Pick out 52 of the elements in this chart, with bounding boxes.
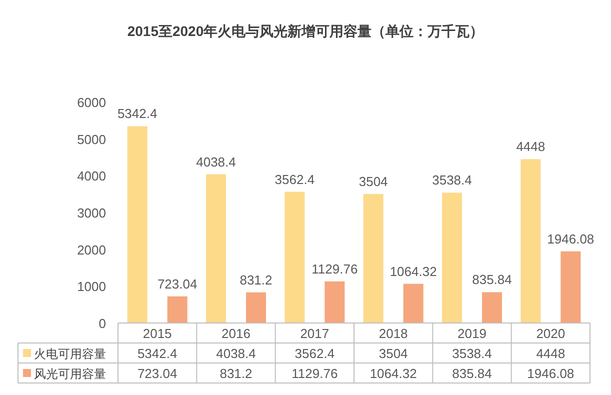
bar [442,192,462,323]
data-label: 831.2 [220,366,252,381]
y-tick-label: 0 [98,316,106,331]
y-tick-label: 2000 [77,242,106,258]
data-label: 4038.4 [216,346,256,361]
annotation: 5342.4 [117,106,158,122]
annotation: 835.84 [472,272,512,288]
annotation: 1064.32 [390,264,437,279]
annotation: 4038.4 [196,154,236,170]
bar [246,292,266,323]
annotation: 3562.4 [274,172,315,187]
annotation: 831.2 [240,272,272,288]
bar [284,192,305,323]
data-label: 723.04 [137,366,178,381]
bar [363,194,384,323]
data-label: 3538.4 [452,346,492,361]
x-tick-label: 2015 [142,326,172,341]
x-tick-label: 2017 [300,326,330,341]
data-label: 3504 [378,346,408,361]
x-tick-label: 2020 [536,326,566,341]
annotation: 723.04 [157,276,198,292]
annotation: 1129.76 [312,261,358,276]
annotation: 4448 [516,139,546,154]
bar [167,296,188,323]
data-label: 4448 [536,346,566,361]
y-tick-label: 4000 [77,168,106,184]
data-label: 835.84 [452,366,492,381]
data-label: 1064.32 [370,366,417,381]
data-label: 3562.4 [294,346,335,361]
bar [403,284,424,323]
bar [520,159,541,323]
x-tick-label: 2019 [458,326,486,341]
data-label: 1129.76 [292,366,338,381]
annotation: 3538.4 [432,172,472,188]
bar [560,251,581,323]
y-tick-label: 6000 [77,95,106,110]
legend-label: 风光可用容量 [34,367,106,381]
chart-title: 2015至2020年火电与风光新增可用容量（单位：万千瓦） [127,23,484,39]
x-tick-label: 2018 [378,326,408,341]
y-tick-label: 1000 [77,279,106,294]
data-label: 1946.08 [527,366,574,381]
legend-label: 火电可用容量 [34,347,106,361]
annotation: 3504 [358,174,388,189]
data-label: 5342.4 [137,346,178,361]
bar [324,281,345,323]
bar [206,174,226,323]
y-tick-label: 3000 [77,206,106,220]
x-tick-label: 2016 [222,326,250,341]
y-tick-label: 5000 [77,132,106,147]
bar [482,292,502,323]
bar [127,126,148,323]
annotation: 1946.08 [547,231,594,246]
